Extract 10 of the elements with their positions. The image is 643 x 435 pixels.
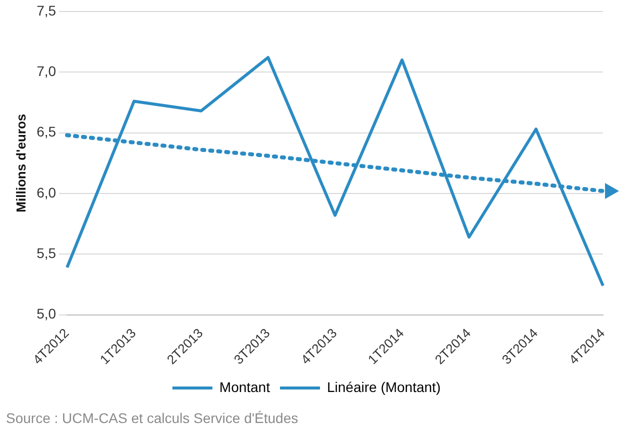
legend-label: Linéaire (Montant) <box>326 378 441 395</box>
y-tick-label: 6,0 <box>36 184 56 200</box>
y-tick-label: 5,0 <box>36 306 56 322</box>
y-tick-label: 6,5 <box>36 124 56 140</box>
source-note: Source : UCM-CAS et calculs Service d'Études <box>6 410 298 426</box>
legend-label: Montant <box>219 378 270 395</box>
y-tick-label: 5,5 <box>36 244 56 261</box>
y-tick-label: 7,5 <box>36 2 56 18</box>
y-tick-label: 7,0 <box>36 62 56 79</box>
y-axis-title: Millions d'euros <box>13 114 28 212</box>
